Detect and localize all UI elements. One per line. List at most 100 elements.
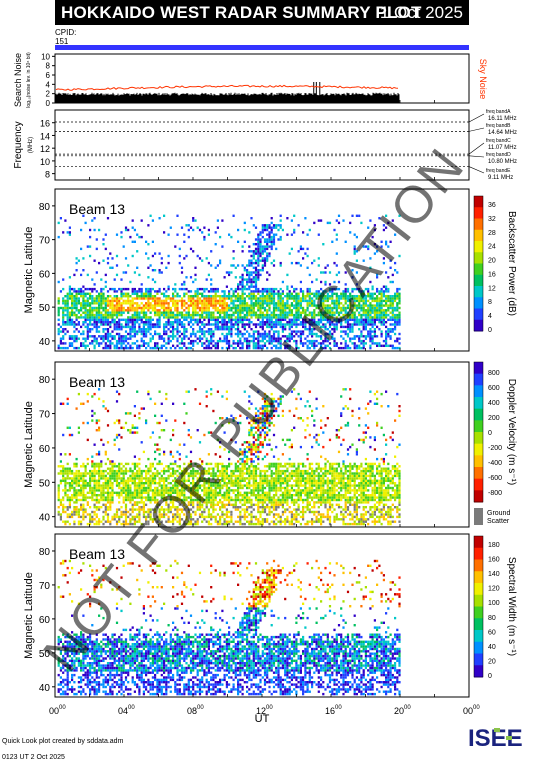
heatmap-cell bbox=[113, 513, 116, 516]
heatmap-cell bbox=[389, 328, 392, 331]
heatmap-cell bbox=[254, 280, 258, 284]
heatmap-cell bbox=[180, 337, 184, 340]
heatmap-cell bbox=[252, 257, 255, 260]
heatmap-cell bbox=[210, 297, 213, 300]
heatmap-cell bbox=[268, 339, 271, 343]
heatmap-cell bbox=[320, 491, 323, 494]
heatmap-cell bbox=[91, 311, 94, 314]
heatmap-cell bbox=[306, 292, 309, 295]
heatmap-cell bbox=[80, 247, 83, 251]
heatmap-cell bbox=[64, 491, 67, 494]
heatmap-cell bbox=[371, 498, 374, 502]
heatmap-cell bbox=[198, 313, 202, 317]
heatmap-cell bbox=[360, 330, 363, 333]
heatmap-cell bbox=[149, 332, 152, 336]
heatmap-cell bbox=[297, 513, 300, 516]
heatmap-cell bbox=[270, 496, 273, 499]
heatmap-cell bbox=[268, 226, 271, 229]
heatmap-cell bbox=[288, 496, 291, 499]
heatmap-cell bbox=[299, 313, 302, 317]
heatmap-cell bbox=[340, 335, 343, 338]
heatmap-cell bbox=[360, 522, 363, 526]
heatmap-cell bbox=[246, 302, 249, 305]
heatmap-cell bbox=[133, 508, 136, 511]
heatmap-cell bbox=[192, 318, 195, 321]
heatmap-cell bbox=[248, 344, 251, 347]
heatmap-cell bbox=[147, 513, 150, 516]
heatmap-cell bbox=[160, 337, 163, 340]
heatmap-cell bbox=[194, 219, 197, 222]
heatmap-cell bbox=[340, 302, 343, 305]
heatmap-cell bbox=[364, 494, 367, 497]
heatmap-cell bbox=[133, 328, 136, 331]
heatmap-cell bbox=[178, 342, 181, 345]
heatmap-cell bbox=[198, 325, 202, 329]
heatmap-cell bbox=[311, 344, 314, 347]
heatmap-cell bbox=[367, 290, 370, 293]
heatmap-cell bbox=[106, 508, 110, 511]
heatmap-cell bbox=[198, 309, 202, 312]
heatmap-cell bbox=[297, 503, 300, 506]
heatmap-cell bbox=[230, 321, 233, 324]
heatmap-cell bbox=[239, 501, 242, 504]
heatmap-cell bbox=[100, 316, 103, 319]
heatmap-cell bbox=[358, 501, 361, 504]
heatmap-cell bbox=[252, 304, 255, 307]
heatmap-cell bbox=[351, 323, 354, 326]
heatmap-cell bbox=[373, 503, 376, 506]
heatmap-cell bbox=[232, 339, 235, 343]
heatmap-cell bbox=[331, 332, 334, 336]
heatmap-cell bbox=[174, 508, 177, 511]
heatmap-cell bbox=[248, 250, 251, 253]
heatmap-cell bbox=[196, 311, 199, 314]
heatmap-cell bbox=[176, 494, 179, 497]
heatmap-cell bbox=[295, 261, 298, 265]
heatmap-cell bbox=[248, 335, 251, 338]
heatmap-cell bbox=[234, 494, 237, 497]
heatmap-cell bbox=[210, 304, 213, 307]
heatmap-cell bbox=[261, 506, 264, 509]
heatmap-cell bbox=[250, 250, 253, 253]
heatmap-cell bbox=[311, 518, 314, 521]
freq-ytick-label: 10 bbox=[40, 157, 50, 167]
heatmap-cell bbox=[225, 316, 228, 319]
heatmap-cell bbox=[149, 311, 152, 314]
heatmap-cell bbox=[259, 295, 262, 298]
heatmap-cell bbox=[98, 228, 101, 232]
heatmap-cell bbox=[203, 287, 206, 291]
heatmap-cell bbox=[391, 328, 394, 331]
heatmap-cell bbox=[263, 264, 267, 267]
heatmap-cell bbox=[261, 247, 264, 251]
heatmap-cell bbox=[328, 283, 332, 286]
heatmap-cell bbox=[223, 306, 226, 310]
heatmap-cell bbox=[243, 278, 246, 281]
heatmap-cell bbox=[64, 306, 67, 310]
heatmap-cell bbox=[192, 506, 195, 509]
heatmap-cell bbox=[304, 325, 307, 329]
heatmap-cell bbox=[122, 337, 125, 340]
freq-band-value: 14.64 MHz bbox=[488, 130, 517, 136]
heatmap-cell bbox=[214, 292, 217, 295]
heatmap-cell bbox=[380, 330, 383, 333]
heatmap-cell bbox=[248, 280, 251, 284]
heatmap-cell bbox=[104, 285, 107, 288]
heatmap-cell bbox=[279, 313, 282, 317]
heatmap-cell bbox=[306, 344, 309, 347]
heatmap-cell bbox=[219, 522, 222, 526]
heatmap-cell bbox=[378, 292, 381, 295]
heatmap-cell bbox=[317, 513, 320, 516]
heatmap-cell bbox=[189, 302, 193, 305]
heatmap-cell bbox=[382, 224, 385, 227]
heatmap-cell bbox=[250, 302, 253, 305]
heatmap-cell bbox=[75, 306, 78, 310]
heatmap-cell bbox=[279, 515, 282, 519]
heatmap-cell bbox=[104, 306, 107, 310]
heatmap-cell bbox=[263, 510, 267, 514]
heatmap-cell bbox=[95, 295, 98, 298]
heatmap-cell bbox=[234, 311, 237, 314]
heatmap-cell bbox=[133, 342, 136, 345]
heatmap-cell bbox=[380, 494, 383, 497]
heatmap-cell bbox=[299, 323, 302, 326]
heatmap-cell bbox=[133, 332, 136, 336]
heatmap-cell bbox=[160, 520, 163, 523]
